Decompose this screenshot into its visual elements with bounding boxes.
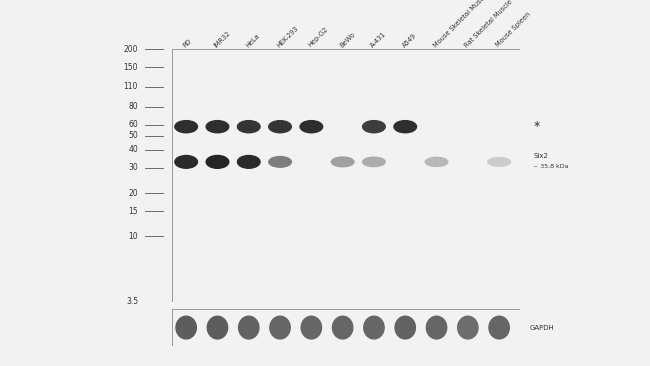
Ellipse shape <box>364 316 384 339</box>
Ellipse shape <box>268 157 291 167</box>
Text: 150: 150 <box>124 63 138 72</box>
Ellipse shape <box>363 157 385 167</box>
Text: HeLa: HeLa <box>244 32 261 48</box>
Ellipse shape <box>488 158 510 166</box>
Text: IMR32: IMR32 <box>213 30 232 48</box>
Text: 40: 40 <box>128 145 138 154</box>
Text: 200: 200 <box>124 45 138 54</box>
Ellipse shape <box>332 157 354 167</box>
Ellipse shape <box>395 316 415 339</box>
Text: Mouse Spleen: Mouse Spleen <box>495 11 532 48</box>
Ellipse shape <box>237 156 260 168</box>
Text: HEK-293: HEK-293 <box>276 25 300 48</box>
Ellipse shape <box>333 316 353 339</box>
Text: Rat Skeletal Muscle: Rat Skeletal Muscle <box>463 0 514 48</box>
Ellipse shape <box>206 121 229 133</box>
Ellipse shape <box>394 121 417 133</box>
Ellipse shape <box>237 121 260 133</box>
Ellipse shape <box>458 316 478 339</box>
Text: GAPDH: GAPDH <box>530 325 554 330</box>
Ellipse shape <box>489 316 510 339</box>
Text: Hep-G2: Hep-G2 <box>307 26 329 48</box>
Ellipse shape <box>207 316 227 339</box>
Ellipse shape <box>426 316 447 339</box>
Text: 80: 80 <box>129 102 138 111</box>
Text: 30: 30 <box>128 163 138 172</box>
Text: 60: 60 <box>128 120 138 129</box>
Text: Six2: Six2 <box>534 153 548 158</box>
Ellipse shape <box>268 121 291 133</box>
Ellipse shape <box>239 316 259 339</box>
Ellipse shape <box>363 121 385 133</box>
Text: 3.5: 3.5 <box>126 298 138 306</box>
Text: RD: RD <box>182 37 193 48</box>
Text: BeWo: BeWo <box>339 31 356 48</box>
Ellipse shape <box>175 121 198 133</box>
Text: 50: 50 <box>128 131 138 141</box>
Text: 15: 15 <box>129 206 138 216</box>
Ellipse shape <box>425 157 448 167</box>
Ellipse shape <box>175 156 198 168</box>
Text: ~ 35.8 kDa: ~ 35.8 kDa <box>534 164 569 169</box>
Text: Mouse Skeletal Muscle: Mouse Skeletal Muscle <box>432 0 489 48</box>
Text: 10: 10 <box>129 232 138 241</box>
Text: A-431: A-431 <box>370 31 387 48</box>
Text: *: * <box>534 120 540 133</box>
Ellipse shape <box>270 316 290 339</box>
Ellipse shape <box>176 316 196 339</box>
Text: 110: 110 <box>124 82 138 91</box>
Ellipse shape <box>300 121 322 133</box>
Ellipse shape <box>206 156 229 168</box>
Text: 20: 20 <box>129 188 138 198</box>
Text: A549: A549 <box>401 32 417 48</box>
Ellipse shape <box>301 316 322 339</box>
